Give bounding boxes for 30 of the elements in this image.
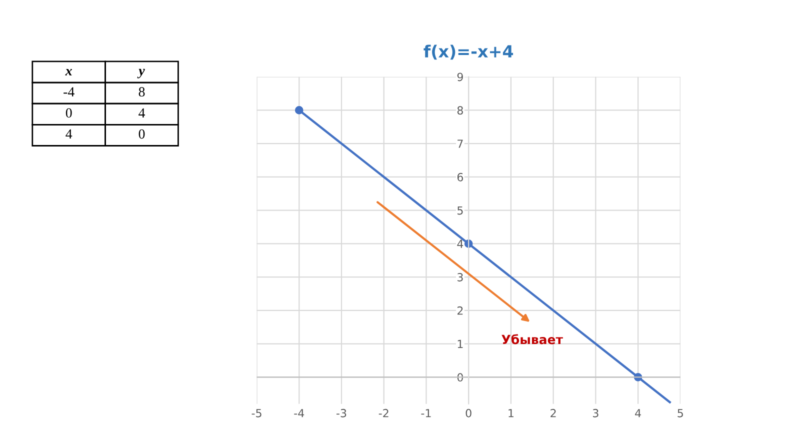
y-tick-label: 8 <box>457 106 463 115</box>
chart-title: f(x)=-x+4 <box>424 44 514 60</box>
y-tick-label: 5 <box>458 206 463 215</box>
x-tick-label: 1 <box>508 409 514 418</box>
text: -4 <box>64 87 74 96</box>
text: y <box>137 68 145 78</box>
y-tick-label: 1 <box>458 340 463 348</box>
text: x <box>65 68 72 76</box>
annotation: Убывает <box>502 334 563 344</box>
x-tick-label: -5 <box>252 409 262 418</box>
x-tick-label: -2 <box>378 408 388 418</box>
x-tick-label: 4 <box>635 409 641 418</box>
y-tick-label: 4 <box>457 240 464 248</box>
x-tick-label: 3 <box>592 408 598 418</box>
x-tick-label: -4 <box>294 409 304 418</box>
text: 4 <box>66 129 72 139</box>
y-tick-label: 7 <box>458 140 463 148</box>
x-tick-label: 5 <box>678 409 683 418</box>
y-tick-label: 3 <box>458 273 463 282</box>
text: 0 <box>138 129 145 139</box>
x-tick-label: -3 <box>336 408 346 418</box>
x-tick-label: 2 <box>550 408 556 418</box>
x-tick-label: -1 <box>421 409 431 418</box>
text: 8 <box>138 87 145 97</box>
text: 0 <box>66 108 72 118</box>
y-tick-label: 9 <box>457 72 463 82</box>
x-tick-label: 0 <box>466 408 472 418</box>
y-tick-label: 6 <box>457 172 464 182</box>
y-tick-label: 2 <box>457 306 463 315</box>
text: 4 <box>138 108 146 118</box>
